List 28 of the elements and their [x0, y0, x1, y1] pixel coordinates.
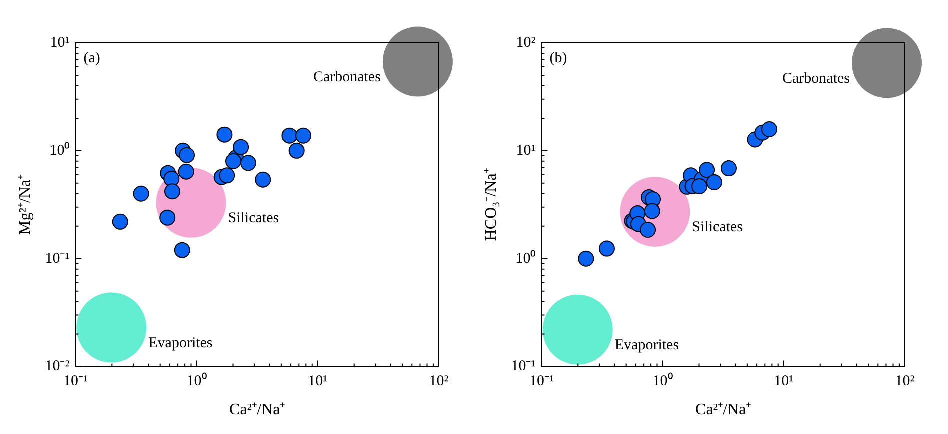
x-tick-label: 10¹ — [308, 374, 328, 390]
x-tick-label: 10² — [895, 374, 916, 390]
x-tick-label: 10⁻¹ — [529, 374, 554, 390]
y-axis-title: HCO₃⁻/Na⁺ — [482, 168, 500, 242]
x-axis-title: Ca²⁺/Na⁺ — [696, 402, 752, 419]
y-tick-label: 10⁰ — [50, 142, 70, 159]
x-tick-label: 10⁻¹ — [63, 374, 88, 390]
y-tick-label: 10⁻¹ — [511, 358, 536, 375]
y-tick-label: 10² — [516, 34, 536, 51]
y-tick-label: 10⁻² — [45, 358, 70, 375]
series-label: Evaporites — [614, 338, 680, 354]
x-tick-label: 10⁰ — [186, 372, 207, 390]
y-tick-label: 10⁰ — [516, 250, 536, 267]
x-tick-label: 10⁰ — [652, 372, 673, 390]
y-axis-title: Mg²⁺/Na⁺ — [16, 174, 34, 235]
x-tick-label: 10¹ — [774, 374, 794, 390]
x-axis-title: Ca²⁺/Na⁺ — [230, 402, 286, 419]
series-label: Carbonates — [782, 70, 850, 87]
series-label: Carbonates — [313, 69, 382, 86]
x-tick-label: 10² — [429, 374, 450, 390]
y-tick-label: 10¹ — [50, 34, 70, 51]
series-label: Silicates — [692, 220, 744, 236]
y-tick-label: 10⁻¹ — [45, 250, 70, 267]
annotation: (b) — [550, 50, 568, 66]
y-tick-label: 10¹ — [516, 142, 536, 159]
annotation: (a) — [84, 50, 100, 66]
series-label: Evaporites — [148, 335, 213, 352]
series-label: Silicates — [228, 210, 280, 227]
